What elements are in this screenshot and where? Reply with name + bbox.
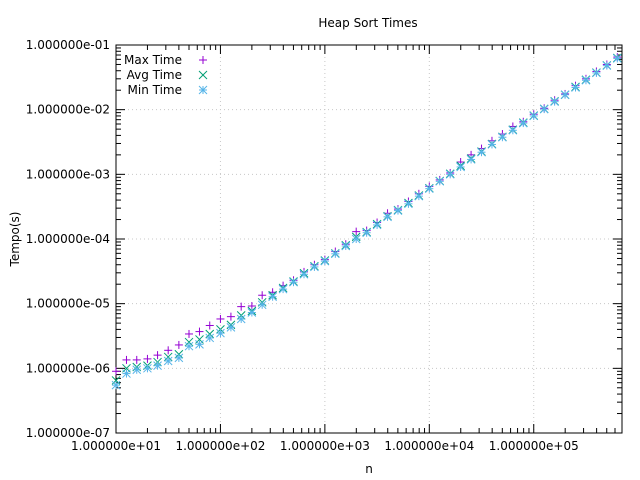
x-tick-label: 1.000000e+04: [384, 439, 474, 453]
data-point: [122, 369, 131, 378]
y-tick-labels: 1.000000e-07 1.000000e-06 1.000000e-05 1.00…: [26, 38, 110, 440]
data-point: [445, 169, 455, 179]
series-min-time: [111, 54, 622, 390]
data-point: [236, 314, 246, 324]
data-point: [414, 191, 424, 201]
data-point: [143, 363, 152, 373]
series-avg-time: [111, 53, 622, 385]
y-tick-label: 1.000000e-03: [26, 167, 110, 181]
data-point: [226, 323, 236, 332]
data-point: [383, 212, 392, 222]
data-point: [351, 234, 361, 244]
legend-marker: [199, 56, 207, 64]
data-point: [226, 312, 235, 321]
y-tick-label: 1.000000e-05: [26, 297, 110, 311]
data-point: [153, 351, 162, 360]
data-point: [174, 340, 183, 349]
data-point: [320, 256, 330, 266]
x-tick-label: 1.000000e+01: [71, 439, 161, 453]
data-point: [529, 111, 539, 121]
x-tick-label: 1.000000e+02: [175, 439, 265, 453]
data-point: [539, 104, 549, 114]
legend-label: Max Time: [124, 53, 182, 67]
data-point: [195, 327, 204, 336]
legend-marker: [198, 70, 208, 80]
data-point: [518, 118, 528, 128]
grid: [115, 45, 622, 433]
data-point: [581, 75, 591, 85]
data-point: [163, 356, 173, 366]
data-point: [341, 241, 351, 251]
data-point: [424, 184, 434, 194]
data-point: [195, 339, 204, 349]
data-point: [205, 333, 215, 343]
data-point: [132, 365, 142, 375]
data-point: [153, 361, 162, 371]
data-point: [571, 83, 580, 92]
data-point: [257, 300, 267, 310]
data-point: [299, 269, 309, 279]
chart-title: Heap Sort Times: [318, 16, 417, 30]
data-point: [216, 314, 225, 323]
data-point: [602, 61, 612, 70]
data-point: [143, 354, 152, 363]
data-point: [164, 346, 173, 355]
data-point: [393, 206, 403, 215]
data-point: [268, 292, 277, 302]
data-point: [174, 353, 184, 363]
data-point: [111, 380, 121, 390]
y-tick-label: 1.000000e-04: [26, 232, 110, 246]
data-point: [560, 90, 570, 100]
data-point: [466, 155, 476, 164]
data-point: [612, 54, 622, 63]
data-point: [184, 341, 194, 351]
data-point: [310, 262, 319, 272]
data-point: [404, 199, 413, 209]
data-point: [247, 308, 257, 317]
y-tick-label: 1.000000e-07: [26, 426, 110, 440]
data-point: [435, 176, 445, 186]
data-point: [258, 291, 267, 300]
x-axis-title: n: [365, 462, 373, 476]
data-point: [508, 125, 518, 135]
data-point: [112, 367, 120, 376]
data-point: [163, 352, 173, 362]
data-point: [184, 337, 194, 347]
x-tick-label: 1.000000e+03: [280, 439, 370, 453]
x-tick-labels: 1.000000e+01 1.000000e+02 1.000000e+03 1.00…: [71, 439, 579, 453]
series-max-time: [112, 53, 622, 376]
data-point: [352, 227, 361, 236]
data-point: [592, 68, 601, 78]
y-tick-label: 1.000000e-06: [26, 361, 110, 375]
legend-label: Min Time: [128, 83, 182, 97]
x-tick-label: 1.000000e+05: [489, 439, 579, 453]
data-point: [205, 321, 214, 330]
data-point: [122, 355, 131, 364]
data-point: [237, 302, 246, 311]
legend-label: Avg Time: [127, 68, 182, 82]
ticks: [115, 44, 623, 434]
data-point: [372, 220, 382, 230]
y-tick-label: 1.000000e-01: [26, 38, 110, 52]
data-point: [184, 329, 193, 338]
data-point: [456, 162, 465, 172]
data-point: [487, 140, 497, 149]
y-tick-label: 1.000000e-02: [26, 103, 110, 117]
y-axis-title: Tempo(s): [8, 212, 22, 268]
data-point: [289, 277, 298, 287]
data-point: [477, 147, 486, 157]
legend-marker: [198, 85, 208, 95]
data-point: [278, 284, 288, 294]
data-point: [330, 249, 340, 259]
data-points: [111, 53, 622, 390]
data-point: [132, 355, 141, 364]
data-point: [550, 97, 559, 107]
data-point: [216, 328, 225, 338]
data-point: [498, 132, 507, 142]
data-point: [362, 228, 372, 238]
